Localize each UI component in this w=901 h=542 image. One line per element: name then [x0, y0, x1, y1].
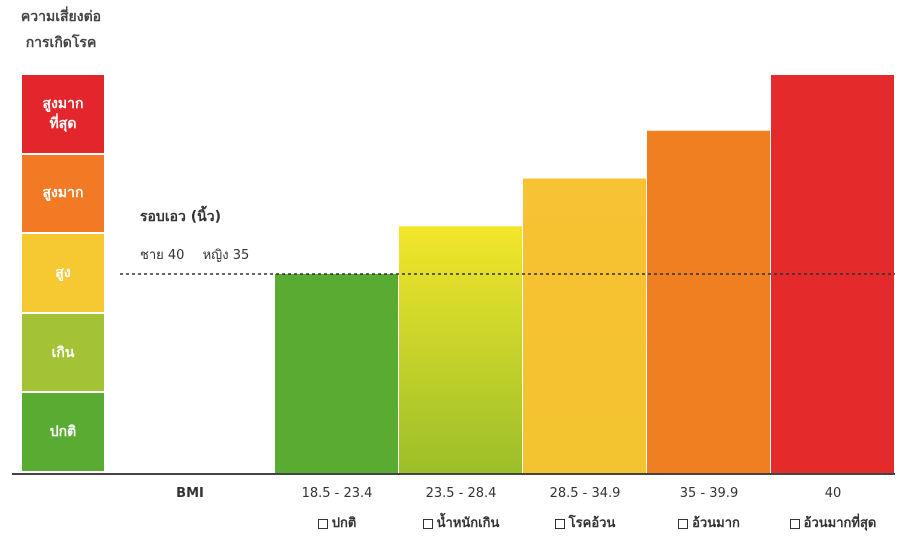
risk-level-high: สูง: [22, 234, 104, 312]
risk-axis-title: ความเสี่ยงต่อ การเกิดโรค: [6, 4, 116, 56]
category-name-label: อ้วนมากที่สุด: [803, 516, 877, 531]
risk-level-highest: สูงมาก ที่สุด: [22, 75, 104, 153]
checkbox-icon: [554, 518, 565, 529]
bar-2: [399, 226, 522, 473]
checkbox-icon: [789, 518, 800, 529]
risk-scale: สูงมาก ที่สุด สูงมาก สูง เกิน ปกติ: [22, 75, 104, 473]
checkbox-icon: [678, 518, 689, 529]
category-name: อ้วนมาก: [647, 512, 771, 533]
risk-axis-title-line1: ความเสี่ยงต่อ: [20, 9, 102, 25]
risk-level-label: สูงมาก: [42, 185, 84, 202]
risk-level-over: เกิน: [22, 313, 104, 392]
risk-axis-title-line2: การเกิดโรค: [25, 35, 97, 51]
category-range-label: 18.5 - 23.4: [301, 486, 373, 501]
category-name-label: โรคอ้วน: [568, 516, 616, 531]
risk-level-normal: ปกติ: [22, 393, 104, 471]
category-name-label: ปกติ: [331, 516, 357, 531]
category-name-label: อ้วนมาก: [692, 516, 740, 531]
waist-male: ชาย 40: [140, 248, 185, 263]
category-name: ปกติ: [275, 512, 399, 533]
checkbox-icon: [317, 518, 328, 529]
waist-values: ชาย 40 หญิง 35: [140, 244, 263, 265]
category-name: โรคอ้วน: [523, 512, 647, 533]
bar-3: [523, 178, 646, 474]
category-range-label: 28.5 - 34.9: [549, 486, 621, 501]
category-range-label: 35 - 39.9: [679, 486, 739, 501]
risk-level-label: สูง: [55, 264, 71, 281]
category-name-label: น้ำหนักเกิน: [436, 516, 500, 531]
risk-level-label: ปกติ: [49, 424, 77, 441]
category-range-label: 23.5 - 28.4: [425, 486, 497, 501]
waist-title: รอบเอว (นิ้ว): [140, 209, 221, 225]
risk-level-very-high: สูงมาก: [22, 154, 104, 233]
checkbox-icon: [422, 518, 433, 529]
bar-1: [275, 274, 398, 473]
waist-female: หญิง 35: [202, 248, 250, 263]
risk-level-label: เกิน: [51, 344, 75, 361]
category-name: น้ำหนักเกิน: [399, 512, 523, 533]
bar-4: [647, 130, 770, 473]
x-axis-label: BMI: [176, 486, 204, 501]
bar-5: [771, 75, 894, 473]
category-name: อ้วนมากที่สุด: [771, 512, 895, 533]
category-range-label: 40: [824, 486, 842, 501]
risk-level-label: สูงมาก ที่สุด: [42, 95, 84, 132]
